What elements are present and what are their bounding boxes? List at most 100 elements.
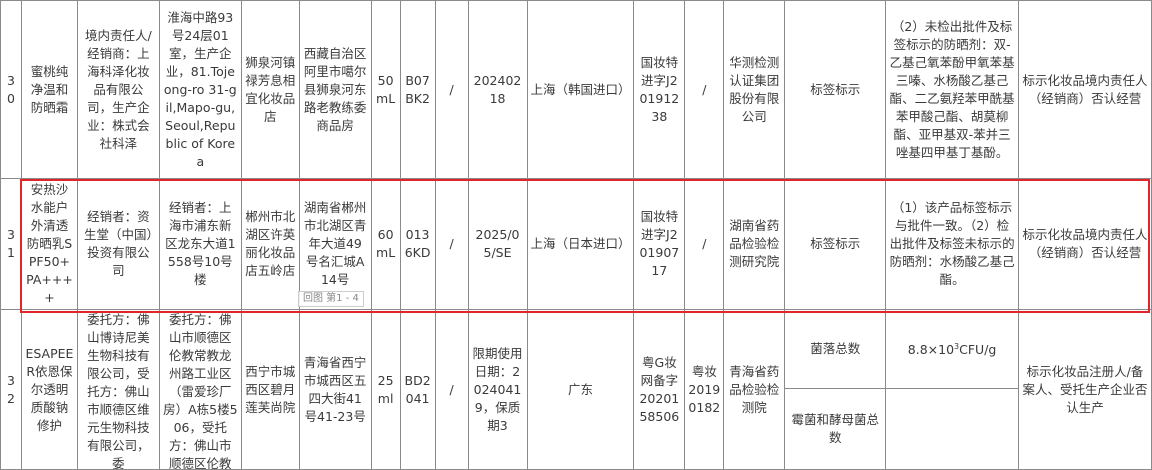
page-indicator: 回图 第1 - 4 <box>298 291 364 307</box>
responsible-party: 委托方：佛山博诗尼美生物科技有限公司，受托方：佛山市顺德区维元生物科技有限公司，… <box>76 309 160 470</box>
test-result-text: （1）该产品标签标示与批件一致。（2）检出批件及标签未标示的防晒剂：水杨酸乙基己… <box>889 200 1015 287</box>
remark-text: 标示化妆品境内责任人（经销商）否认经营 <box>1022 227 1148 260</box>
testing-agency-text: 湖南省药品检验检测研究院 <box>729 218 780 269</box>
production-license-text: / <box>702 81 707 97</box>
product-name: 安热沙水能户外清透防晒乳SPF50+ PA++++ <box>20 178 78 310</box>
responsible-party-text: 境内责任人/经销商：上海科泽化妆品有限公司，生产企业：株式会社科泽 <box>85 27 152 151</box>
production-date-text: 限期使用日期：20240419，保质期3 <box>472 345 523 433</box>
license-number: 粤G妆网备字2020158506 <box>633 309 686 470</box>
test-item: 标签标示 <box>784 178 887 310</box>
trademark: / <box>434 178 469 310</box>
address-text: 委托方：佛山市顺德区伦教常教龙州路工业区（雷爱珍厂房）A栋5楼506，受托方：佛… <box>163 311 238 469</box>
row-number: 30 <box>0 0 22 179</box>
remark-text: 标示化妆品注册人/备案人、受托生产企业否认生产 <box>1022 363 1148 415</box>
production-date-text: 20240218 <box>473 72 522 106</box>
responsible-party: 境内责任人/经销商：上海科泽化妆品有限公司，生产企业：株式会社科泽 <box>76 0 160 179</box>
production-license: 粤妆20190182 <box>684 309 725 470</box>
address: 委托方：佛山市顺德区伦教常教龙州路工业区（雷爱珍厂房）A栋5楼506，受托方：佛… <box>158 309 242 470</box>
remark: 标示化妆品境内责任人（经销商）否认经营 <box>1018 178 1152 310</box>
test-result: （2）未检出批件及标签标示的防晒剂：双-乙基己氧苯酚甲氧苯基三嗪、水杨酸乙基己酯… <box>885 0 1020 179</box>
row-number: 32 <box>0 309 22 470</box>
remark: 标示化妆品境内责任人（经销商）否认经营 <box>1018 0 1152 179</box>
test-item-text: 菌落总数 <box>810 341 861 356</box>
specification-text: 50 mL <box>376 72 396 106</box>
specification: 60 mL <box>370 178 401 310</box>
sampled-address: 西藏自治区阿里市噶尔县狮泉河东路老教练委商品房 <box>298 0 372 179</box>
test-item-text: 霉菌和酵母菌总数 <box>791 412 879 445</box>
address-text: 淮海中路93号24层01室，生产企业，81.Tojeong-ro 31-gil,… <box>163 9 237 169</box>
row-number-text: 30 <box>7 72 15 106</box>
sampled-unit: 西宁市城西区碧月莲芙尚院 <box>240 309 300 470</box>
batch-number: 0136KD <box>399 178 436 310</box>
sampled-unit-text: 狮泉河镇禄芳息相宜化妆品店 <box>245 54 296 124</box>
table-row: 32 ESAPEER依恩保尔透明质酸钠修护 委托方：佛山博诗尼美生物科技有限公司，受… <box>0 309 1152 470</box>
testing-agency: 华测检测认证集团股份有限公司 <box>723 0 786 179</box>
production-license-text: / <box>702 236 707 251</box>
row-number-text: 32 <box>7 372 15 406</box>
row-number-text: 31 <box>7 227 15 260</box>
remark: 标示化妆品注册人/备案人、受托生产企业否认生产 <box>1018 309 1152 470</box>
testing-agency-text: 华测检测认证集团股份有限公司 <box>729 54 780 124</box>
origin-text: 上海（韩国进口） <box>530 81 631 97</box>
responsible-party-text: 经销者：资生堂（中国）投资有限公司 <box>84 209 153 278</box>
table-row: 31 安热沙水能户外清透防晒乳SPF50+ PA++++ 经销者：资生堂（中国）投资… <box>0 178 1152 310</box>
sampled-unit-text: 郴州市北湖区许英丽化妆品店五岭店 <box>245 209 296 278</box>
sampled-address-text: 西藏自治区阿里市噶尔县狮泉河东路老教练委商品房 <box>303 45 367 133</box>
table-sub-row: 霉菌和酵母菌总数 <box>1 388 1152 470</box>
license-number-text: 国妆特进字J20190717 <box>639 209 680 278</box>
table-row: 30 蜜桃纯净温和防晒霜 境内责任人/经销商：上海科泽化妆品有限公司，生产企业：株式… <box>0 0 1152 179</box>
remark-text: 标示化妆品境内责任人（经销商）否认经营 <box>1022 72 1148 106</box>
trademark-text: / <box>449 81 454 97</box>
production-date-text: 2025/05/SE <box>475 227 520 260</box>
trademark-text: / <box>449 381 454 397</box>
test-result: 8.8×103CFU/g <box>885 309 1020 389</box>
result-unit: CFU/g <box>959 342 997 358</box>
sampled-address-text: 青海省西宁市城西区五四大街41号41-23号 <box>303 354 367 424</box>
specification-text: 60 mL <box>376 227 396 260</box>
batch-number-text: BD2041 <box>404 372 431 406</box>
product-name: ESAPEER依恩保尔透明质酸钠修护 <box>20 309 78 470</box>
responsible-party: 经销者：资生堂（中国）投资有限公司 <box>76 178 160 310</box>
result-value: 8.8×10 <box>907 342 955 358</box>
address: 经销者：上海市浦东新区龙东大道1558号10号楼 <box>158 178 242 310</box>
batch-number: B07BK2 <box>399 0 436 179</box>
production-license: / <box>684 0 725 179</box>
responsible-party-text: 委托方：佛山博诗尼美生物科技有限公司，受托方：佛山市顺德区维元生物科技有限公司，… <box>87 311 150 469</box>
product-name-text: ESAPEER依恩保尔透明质酸钠修护 <box>25 345 74 433</box>
production-date: 20240218 <box>467 0 528 179</box>
trademark: / <box>434 309 469 470</box>
sampled-address-text: 湖南省郴州市北湖区青年大道49号名汇城A14号 <box>303 200 367 287</box>
specification: 50 mL <box>370 0 401 179</box>
test-result: （1）该产品标签标示与批件一致。（2）检出批件及标签未标示的防晒剂：水杨酸乙基己… <box>885 178 1020 310</box>
product-name-text: 蜜桃纯净温和防晒霜 <box>30 63 69 115</box>
sampled-unit-text: 西宁市城西区碧月莲芙尚院 <box>245 363 296 415</box>
origin-text: 上海（日本进口） <box>530 236 631 251</box>
batch-number-text: B07BK2 <box>405 72 430 106</box>
batch-number: BD2041 <box>399 309 436 470</box>
product-name: 蜜桃纯净温和防晒霜 <box>20 0 78 179</box>
trademark-text: / <box>449 236 454 251</box>
trademark: / <box>434 0 469 179</box>
test-result-text: （2）未检出批件及标签标示的防晒剂：双-乙基己氧苯酚甲氧苯基三嗪、水杨酸乙基己酯… <box>889 18 1015 160</box>
sampled-unit: 狮泉河镇禄芳息相宜化妆品店 <box>240 0 300 179</box>
origin: 上海（日本进口） <box>526 178 635 310</box>
test-item: 菌落总数 <box>784 309 887 389</box>
license-number: 国妆特进字J20191238 <box>633 0 686 179</box>
license-number-text: 国妆特进字J20191238 <box>639 54 680 124</box>
test-item-text: 标签标示 <box>810 236 861 251</box>
origin: 上海（韩国进口） <box>526 0 635 179</box>
test-result <box>885 388 1020 470</box>
sampled-address: 湖南省郴州市北湖区青年大道49号名汇城A14号 <box>298 178 372 310</box>
test-item-text: 标签标示 <box>810 81 861 97</box>
sampled-address: 青海省西宁市城西区五四大街41号41-23号 <box>298 309 372 470</box>
address: 淮海中路93号24层01室，生产企业，81.Tojeong-ro 31-gil,… <box>158 0 242 179</box>
batch-number-text: 0136KD <box>404 227 431 260</box>
origin: 广东 <box>526 309 635 470</box>
address-text: 经销者：上海市浦东新区龙东大道1558号10号楼 <box>165 200 236 287</box>
sampled-unit: 郴州市北湖区许英丽化妆品店五岭店 <box>240 178 300 310</box>
testing-agency: 湖南省药品检验检测研究院 <box>723 178 786 310</box>
testing-agency: 青海省药品检验检测院 <box>723 309 786 470</box>
test-item: 标签标示 <box>784 0 887 179</box>
product-name-text: 安热沙水能户外清透防晒乳SPF50+ PA++++ <box>26 182 73 305</box>
